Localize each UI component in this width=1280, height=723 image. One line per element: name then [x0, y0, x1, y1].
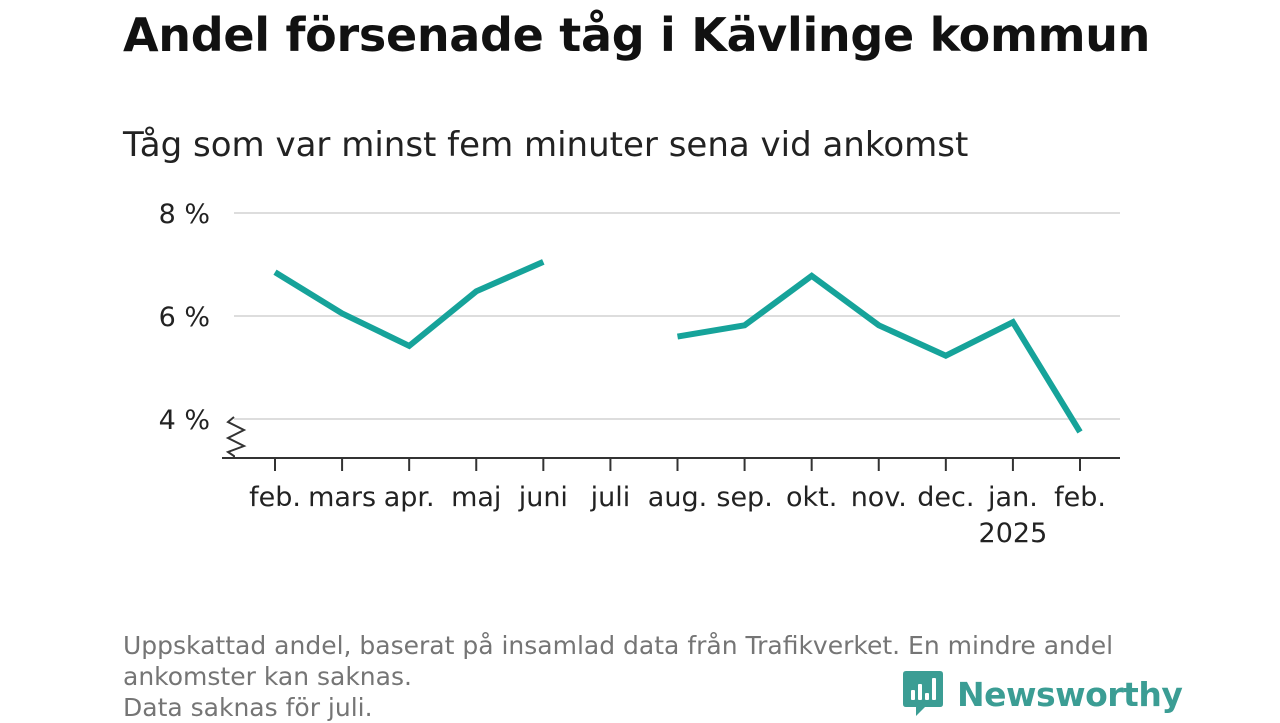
- x-tick-label: aug.: [648, 482, 707, 513]
- series-line-segment: [678, 276, 1081, 432]
- axis-break-icon: [228, 417, 244, 458]
- x-tick-label: mars: [308, 482, 376, 513]
- x-year-label: 2025: [979, 518, 1048, 549]
- brand-name: Newsworthy: [957, 675, 1182, 714]
- x-tick-label: apr.: [384, 482, 435, 513]
- x-tick-label: sep.: [716, 482, 772, 513]
- x-tick-label: okt.: [786, 482, 837, 513]
- series-lines: [275, 262, 1080, 432]
- y-tick-label: 4 %: [159, 405, 210, 436]
- footnote-line: Uppskattad andel, baserat på insamlad da…: [123, 630, 1113, 661]
- brand-logo: Newsworthy: [903, 671, 1182, 717]
- x-tick-label: jan.: [987, 482, 1038, 513]
- gridlines: 4 % 6 % 8 %: [159, 199, 1120, 436]
- newsworthy-logo-icon: [903, 671, 943, 717]
- x-tick-label: maj: [451, 482, 501, 513]
- y-tick-label: 8 %: [159, 199, 210, 230]
- x-tick-label: juli: [590, 482, 631, 513]
- x-tick-label: feb.: [249, 482, 301, 513]
- x-tick-label: feb.: [1054, 482, 1106, 513]
- series-line-segment: [275, 262, 543, 346]
- x-tick-label: dec.: [917, 482, 974, 513]
- x-tick-label: nov.: [851, 482, 907, 513]
- x-tick-label: juni: [518, 482, 568, 513]
- y-tick-label: 6 %: [159, 302, 210, 333]
